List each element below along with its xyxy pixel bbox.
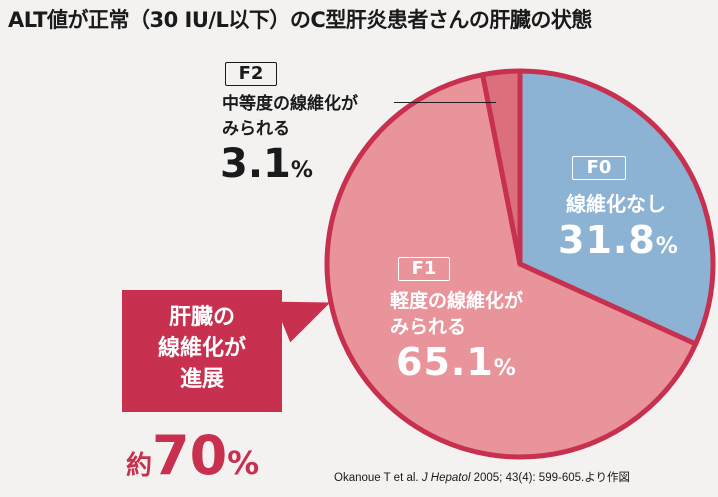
f2-value-number: 3.1 — [220, 141, 291, 187]
f0-tag: F0 — [572, 156, 626, 180]
f1-value-number: 65.1 — [396, 340, 494, 384]
f2-tag: F2 — [225, 62, 277, 86]
f2-value: 3.1% — [220, 142, 313, 193]
callout-line: 進展 — [179, 367, 224, 392]
citation-authors: Okanoue T et al. — [334, 472, 422, 484]
f2-value-unit: % — [290, 158, 313, 183]
callout-prefix: 約 — [126, 451, 153, 481]
citation-details: 2005; 43(4): 599-605.より作図 — [470, 472, 630, 484]
citation-journal: J Hepatol — [421, 472, 471, 484]
f2-label: 中等度の線維化が みられる — [222, 92, 412, 142]
f1-label-line: みられる — [390, 316, 467, 338]
fibrosis-callout-box: 肝臓の 線維化が 進展 — [122, 290, 282, 412]
f1-tag: F1 — [398, 257, 450, 281]
pie-slice-f2 — [480, 68, 523, 267]
f0-value: 31.8% — [558, 218, 679, 262]
citation: Okanoue T et al. J Hepatol 2005; 43(4): … — [334, 469, 630, 485]
f1-value: 65.1% — [396, 340, 517, 384]
chart-title: ALT値が正常（30 IU/L以下）のC型肝炎患者さんの肝臓の状態 — [8, 8, 592, 32]
callout-unit: % — [227, 444, 260, 482]
f1-value-unit: % — [493, 356, 517, 381]
f0-value-number: 31.8 — [558, 218, 656, 262]
callout-line: 肝臓の — [168, 305, 235, 330]
f2-label-line: みられる — [222, 119, 290, 139]
callout-value: 70 — [152, 424, 228, 487]
f1-label-line: 軽度の線維化が — [390, 290, 524, 312]
callout-line: 線維化が — [157, 336, 246, 361]
f0-value-unit: % — [655, 234, 679, 259]
callout-total: 約70% — [126, 424, 259, 487]
f0-label: 線維化なし — [566, 192, 666, 216]
f1-label: 軽度の線維化が みられる — [390, 288, 570, 340]
f2-label-line: 中等度の線維化が — [222, 94, 358, 114]
f2-leader-line — [394, 102, 496, 103]
pie-slice-f0 — [517, 68, 716, 347]
pie-slice-f1 — [324, 72, 699, 460]
